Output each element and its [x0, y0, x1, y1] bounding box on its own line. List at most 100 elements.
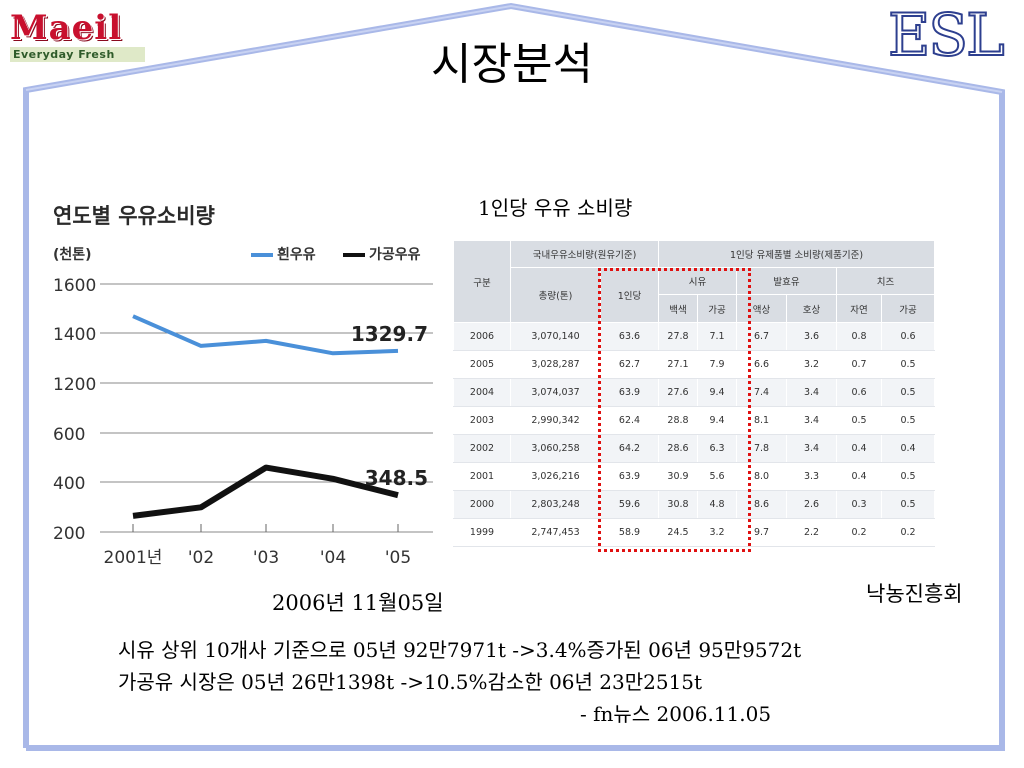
table-cell: 3.4: [786, 434, 837, 463]
table-cell: 2000: [453, 490, 511, 519]
legend-swatch: [251, 253, 273, 257]
table-row: 2000 2,803,248 59.6 30.8 4.8 8.6 2.6 0.3 0.5: [453, 490, 935, 519]
legend-swatch: [343, 253, 365, 257]
y-tick-label: 1400: [53, 325, 96, 345]
table-cell: 3.4: [786, 406, 837, 435]
summary-line-2: 가공유 시장은 05년 26만1398t ->10.5%감소한 06년 23만2…: [118, 670, 703, 694]
table-cell: 8.1: [736, 406, 787, 435]
table-cell: 7.8: [736, 434, 787, 463]
header-domestic: 국내우유소비량(원유기준): [510, 240, 659, 268]
table-cell: 0.5: [881, 406, 935, 435]
table-cell: 2,747,453: [510, 518, 601, 547]
table-cell: 7.1: [697, 322, 737, 351]
table-cell: 3,026,216: [510, 462, 601, 491]
header-set: 호상: [786, 294, 837, 323]
table-row: 2005 3,028,287 62.7 27.1 7.9 6.6 3.2 0.7 0.5: [453, 350, 935, 379]
table-cell: 0.2: [881, 518, 935, 547]
table-cell: 5.6: [697, 462, 737, 491]
header-processed-cheese: 가공: [881, 294, 935, 323]
table-cell: 3.4: [786, 378, 837, 407]
maeil-logo: Maeil Everyday Fresh: [10, 10, 145, 66]
chart-unit: (천톤): [53, 247, 92, 263]
header-natural: 자연: [836, 294, 882, 323]
table-cell: 0.3: [836, 490, 882, 519]
header-liquid: 액상: [736, 294, 787, 323]
table-cell: 0.7: [836, 350, 882, 379]
header-per-person: 1인당: [600, 267, 659, 323]
table-row: 2004 3,074,037 63.9 27.6 9.4 7.4 3.4 0.6 0.5: [453, 378, 935, 407]
table-cell: 58.9: [600, 518, 659, 547]
maeil-logo-slogan: Everyday Fresh: [10, 47, 145, 62]
series-line: [132, 464, 399, 519]
table-cell: 0.5: [881, 462, 935, 491]
table-cell: 0.5: [881, 378, 935, 407]
table-row: 2006 3,070,140 63.6 27.8 7.1 6.7 3.6 0.8 0.6: [453, 322, 935, 351]
table-cell: 3,060,258: [510, 434, 601, 463]
table-row: 1999 2,747,453 58.9 24.5 3.2 9.7 2.2 0.2 0.2: [453, 518, 935, 547]
legend-item-white-milk: 흰우유: [251, 244, 316, 264]
table-cell: 2004: [453, 378, 511, 407]
header-category: 구분: [453, 240, 511, 323]
table-cell: 24.5: [658, 518, 698, 547]
y-tick-label: 1200: [53, 375, 96, 395]
table-cell: 9.4: [697, 406, 737, 435]
maeil-logo-text: Maeil: [10, 8, 123, 48]
data-label: 348.5: [365, 466, 428, 490]
table-cell: 8.6: [736, 490, 787, 519]
legend-item-processed-milk: 가공우유: [343, 244, 421, 264]
data-label: 1329.7: [351, 322, 428, 346]
x-tick-label: '03: [253, 548, 279, 568]
table-cell: 8.0: [736, 462, 787, 491]
table-cell: 3.2: [786, 350, 837, 379]
table-cell: 0.4: [836, 462, 882, 491]
table-cell: 6.7: [736, 322, 787, 351]
table-cell: 2005: [453, 350, 511, 379]
header-white: 백색: [658, 294, 698, 323]
table-cell: 3,074,037: [510, 378, 601, 407]
table-cell: 2,803,248: [510, 490, 601, 519]
table-row: 2003 2,990,342 62.4 28.8 9.4 8.1 3.4 0.5 0.5: [453, 406, 935, 435]
x-tick-label: 2001년: [104, 548, 163, 568]
y-tick-label: 1600: [53, 276, 96, 296]
table-cell: 27.6: [658, 378, 698, 407]
table-cell: 6.3: [697, 434, 737, 463]
news-source: - fn뉴스 2006.11.05: [580, 702, 772, 726]
table-cell: 0.4: [881, 434, 935, 463]
table-cell: 63.9: [600, 462, 659, 491]
consumption-table: 구분 국내우유소비량(원유기준) 1인당 유제품별 소비량(제품기준) 총량(톤…: [453, 240, 935, 547]
summary-line-1: 시유 상위 10개사 기준으로 05년 92만7971t ->3.4%증가된 0…: [118, 638, 802, 662]
table-cell: 30.9: [658, 462, 698, 491]
table-cell: 0.2: [836, 518, 882, 547]
table-cell: 0.8: [836, 322, 882, 351]
header-cheese: 치즈: [836, 267, 935, 295]
y-tick-label: 200: [53, 524, 85, 544]
x-tick-label: '05: [385, 548, 411, 568]
header-market-milk: 시유: [658, 267, 737, 295]
y-tick-label: 600: [53, 425, 85, 445]
header-per-capita: 1인당 유제품별 소비량(제품기준): [658, 240, 935, 268]
table-cell: 2.6: [786, 490, 837, 519]
table-cell: 2001: [453, 462, 511, 491]
table-cell: 2006: [453, 322, 511, 351]
table-cell: 2003: [453, 406, 511, 435]
table-cell: 9.7: [736, 518, 787, 547]
report-date: 2006년 11월05일: [272, 591, 444, 615]
table-cell: 0.6: [881, 322, 935, 351]
slide-title: 시장분석: [431, 39, 593, 90]
y-tick-label: 400: [53, 474, 85, 494]
table-cell: 3,070,140: [510, 322, 601, 351]
table-cell: 64.2: [600, 434, 659, 463]
table-cell: 3.6: [786, 322, 837, 351]
table-cell: 3.3: [786, 462, 837, 491]
x-tick-label: '02: [188, 548, 214, 568]
table-cell: 3,028,287: [510, 350, 601, 379]
series-line: [132, 314, 399, 356]
table-cell: 3.2: [697, 518, 737, 547]
table-cell: 0.4: [836, 434, 882, 463]
table-cell: 30.8: [658, 490, 698, 519]
table-cell: 2.2: [786, 518, 837, 547]
table-cell: 59.6: [600, 490, 659, 519]
table-cell: 0.5: [881, 350, 935, 379]
table-cell: 28.6: [658, 434, 698, 463]
